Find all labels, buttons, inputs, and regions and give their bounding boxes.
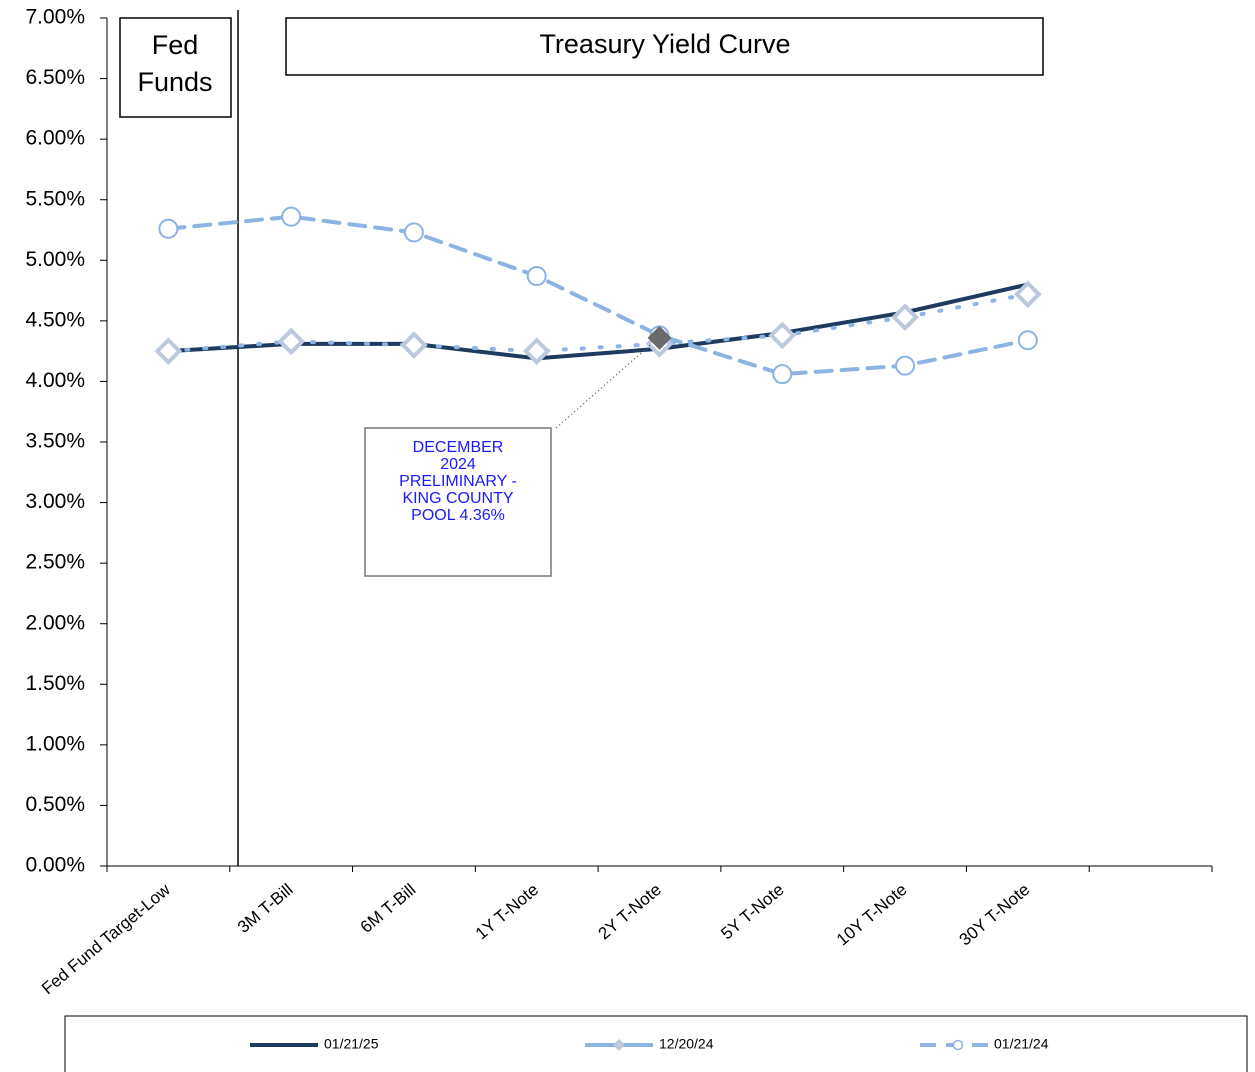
series-line bbox=[166, 292, 1030, 354]
y-tick-label: 5.50% bbox=[25, 187, 85, 210]
y-tick-label: 0.00% bbox=[25, 854, 85, 877]
annotation-text: PRELIMINARY - bbox=[399, 473, 517, 490]
point bbox=[158, 218, 179, 239]
x-tick-label: Fed Fund Target-Low bbox=[38, 879, 174, 998]
legend-label: 12/20/24 bbox=[659, 1036, 714, 1052]
x-tick-label: 2Y T-Note bbox=[595, 880, 665, 943]
point bbox=[526, 266, 547, 287]
point bbox=[1017, 330, 1038, 351]
y-tick-label: 6.50% bbox=[25, 66, 85, 89]
x-tick-label: 10Y T-Note bbox=[833, 880, 911, 949]
y-tick-label: 3.00% bbox=[25, 490, 85, 513]
legend-label: 01/21/24 bbox=[994, 1036, 1049, 1052]
chart-title: Treasury Yield Curve bbox=[539, 29, 790, 59]
y-tick-label: 2.00% bbox=[25, 611, 85, 634]
point bbox=[768, 321, 797, 350]
annotation-text: 2024 bbox=[440, 456, 476, 473]
series-line bbox=[166, 214, 1030, 377]
legend-label: 01/21/25 bbox=[324, 1036, 379, 1052]
point bbox=[403, 222, 424, 243]
y-tick-label: 3.50% bbox=[25, 430, 85, 453]
y-tick-label: 6.00% bbox=[25, 127, 85, 150]
point bbox=[522, 337, 551, 365]
y-tick-label: 0.50% bbox=[25, 793, 85, 816]
x-tick-label: 1Y T-Note bbox=[472, 880, 542, 943]
annotation-text: KING COUNTY bbox=[402, 490, 513, 507]
annotation-box bbox=[364, 427, 552, 577]
section-label: Fed bbox=[152, 30, 199, 60]
y-tick-label: 2.50% bbox=[25, 551, 85, 574]
point bbox=[277, 327, 305, 356]
pool-marker bbox=[647, 325, 672, 350]
point bbox=[281, 206, 302, 227]
x-tick-label: 30Y T-Note bbox=[956, 880, 1034, 949]
point bbox=[400, 331, 428, 359]
point bbox=[772, 364, 793, 385]
y-tick-label: 5.00% bbox=[25, 248, 85, 271]
section-label: Funds bbox=[137, 67, 212, 97]
leader-line bbox=[555, 343, 652, 429]
x-tick-label: 6M T-Bill bbox=[357, 880, 420, 937]
section-box bbox=[119, 17, 232, 118]
x-tick-label: 5Y T-Note bbox=[717, 880, 787, 943]
legend-box bbox=[64, 1015, 1248, 1072]
y-tick-label: 1.50% bbox=[25, 672, 85, 695]
point bbox=[1014, 280, 1042, 309]
legend-marker bbox=[613, 1039, 625, 1051]
legend-marker bbox=[952, 1039, 964, 1051]
annotation-text: POOL 4.36% bbox=[411, 507, 505, 524]
y-tick-label: 7.00% bbox=[25, 6, 85, 29]
y-tick-label: 1.00% bbox=[25, 732, 85, 755]
x-tick-label: 3M T-Bill bbox=[234, 880, 297, 937]
annotation-text: DECEMBER bbox=[413, 439, 504, 456]
point bbox=[154, 337, 183, 365]
point bbox=[895, 355, 916, 376]
point bbox=[891, 303, 919, 332]
y-tick-label: 4.50% bbox=[25, 308, 85, 331]
title-box bbox=[285, 17, 1044, 76]
y-tick-label: 4.00% bbox=[25, 369, 85, 392]
